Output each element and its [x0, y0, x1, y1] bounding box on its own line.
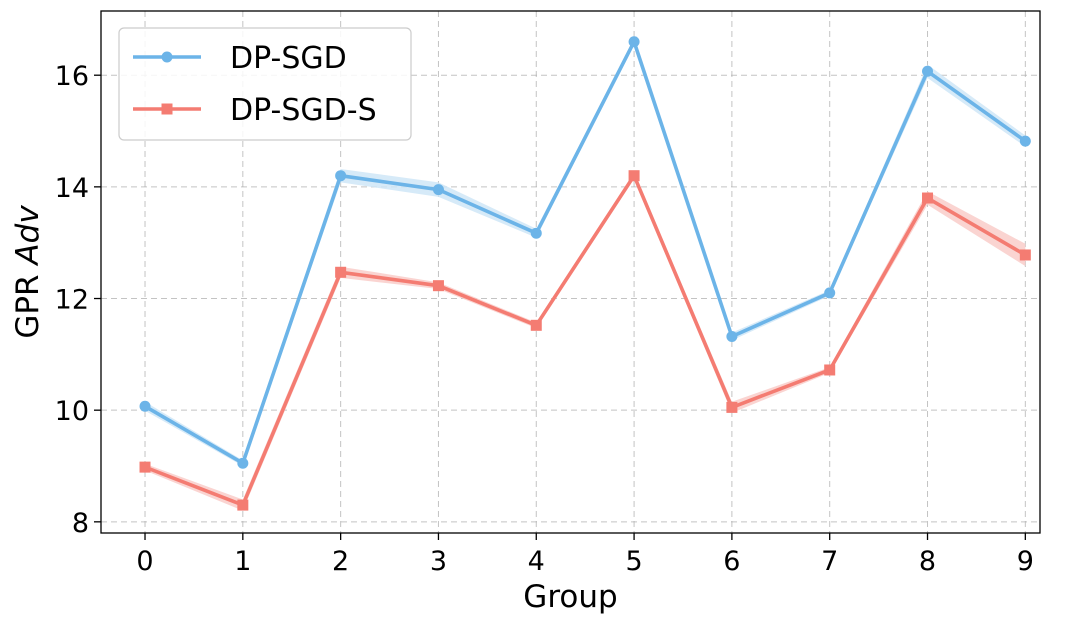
point-dp-sgd-s-7	[824, 364, 836, 376]
point-dp-sgd-9	[1019, 135, 1031, 147]
y-tick-label-4: 16	[55, 61, 89, 92]
y-tick-label-1: 10	[55, 396, 89, 427]
point-dp-sgd-8	[922, 65, 934, 77]
point-dp-sgd-s-9	[1019, 249, 1031, 261]
y-axis-label-italic: Adv	[10, 205, 46, 267]
point-dp-sgd-7	[824, 287, 836, 299]
x-tick-label-3: 3	[430, 546, 447, 577]
plot-frame	[100, 10, 1041, 534]
x-tick-label-1: 1	[234, 546, 251, 577]
x-tick-label-8: 8	[919, 546, 936, 577]
point-dp-sgd-6	[726, 330, 738, 342]
legend: DP-SGD DP-SGD-S	[118, 27, 412, 141]
point-dp-sgd-s-1	[237, 499, 249, 511]
series-lines	[144, 39, 1027, 507]
y-axis-label: GPR Adv	[10, 205, 46, 339]
point-dp-sgd-1	[237, 457, 249, 469]
grid	[101, 11, 1040, 533]
y-tick-label-2: 12	[55, 285, 89, 316]
y-tick-label-3: 14	[55, 173, 89, 204]
band-dp-sgd	[145, 38, 1026, 467]
point-dp-sgd-s-8	[922, 192, 934, 204]
point-dp-sgd-s-3	[432, 280, 444, 292]
point-dp-sgd-3	[432, 184, 444, 196]
x-axis-label: Group	[523, 579, 617, 615]
legend-label-dp-sgd-s: DP-SGD-S	[230, 93, 377, 128]
point-dp-sgd-2	[335, 170, 347, 182]
x-tick-label-4: 4	[528, 546, 545, 577]
x-tick-label-9: 9	[1017, 546, 1034, 577]
x-tick-label-0: 0	[136, 546, 153, 577]
x-tick-label-7: 7	[821, 546, 838, 577]
series-markers	[139, 36, 1031, 511]
band-dp-sgd-s	[145, 172, 1026, 511]
x-tick-label-5: 5	[625, 546, 642, 577]
x-tick-label-2: 2	[332, 546, 349, 577]
legend-label-dp-sgd: DP-SGD	[230, 41, 347, 76]
y-tick-label-0: 8	[72, 508, 89, 539]
point-dp-sgd-s-6	[726, 401, 738, 413]
point-dp-sgd-0	[139, 400, 151, 412]
y-axis-label-prefix: GPR	[10, 265, 46, 339]
line-dp-sgd-s	[144, 173, 1027, 507]
confidence-bands	[145, 38, 1026, 511]
point-dp-sgd-4	[530, 227, 542, 239]
legend-marker-dp-sgd-s	[161, 103, 173, 115]
point-dp-sgd-s-4	[530, 319, 542, 331]
line-dp-sgd	[144, 39, 1027, 466]
point-dp-sgd-s-0	[139, 461, 151, 473]
point-dp-sgd-5	[628, 36, 640, 48]
point-dp-sgd-s-2	[335, 266, 347, 278]
x-tick-label-6: 6	[723, 546, 740, 577]
legend-marker-dp-sgd	[161, 51, 173, 63]
point-dp-sgd-s-5	[628, 170, 640, 182]
